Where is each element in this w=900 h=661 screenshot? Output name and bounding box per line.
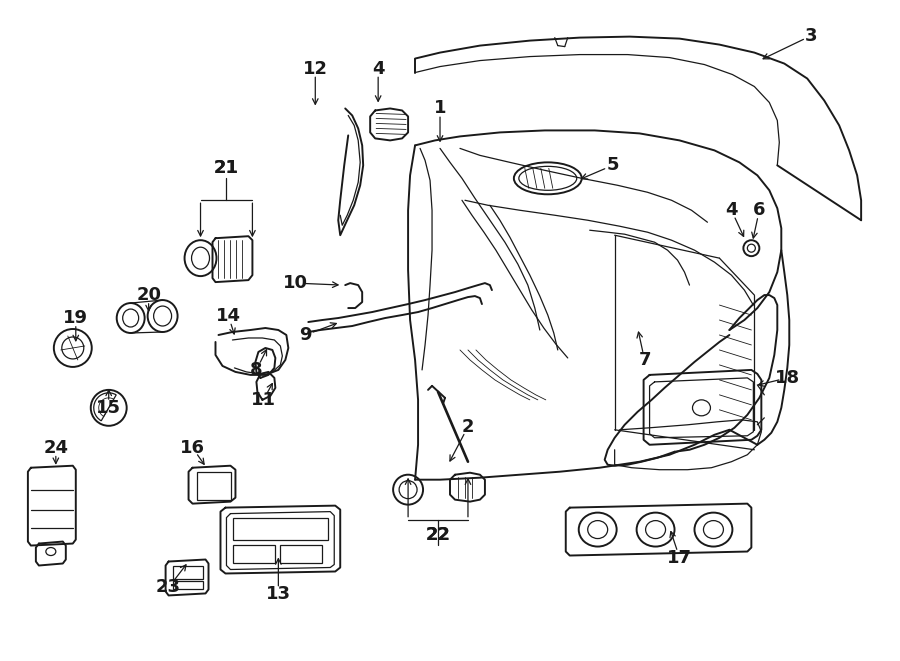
Text: 21: 21	[214, 159, 239, 177]
Text: 6: 6	[753, 201, 766, 219]
Bar	[196, 472, 231, 500]
Bar	[233, 545, 275, 563]
Text: 12: 12	[302, 59, 328, 77]
Text: 23: 23	[156, 578, 181, 596]
Text: 21: 21	[214, 159, 239, 177]
Text: 20: 20	[136, 286, 161, 304]
Text: 4: 4	[725, 201, 738, 219]
Bar	[233, 518, 328, 539]
Text: 2: 2	[462, 418, 474, 436]
Text: 22: 22	[426, 525, 451, 543]
Bar	[281, 545, 322, 563]
Text: 19: 19	[63, 309, 88, 327]
Bar	[173, 566, 202, 580]
Text: 11: 11	[251, 391, 276, 409]
Text: 9: 9	[299, 326, 311, 344]
Text: 7: 7	[638, 351, 651, 369]
Text: 17: 17	[667, 549, 692, 566]
Text: 8: 8	[250, 361, 263, 379]
Text: 14: 14	[216, 307, 241, 325]
Text: 3: 3	[805, 26, 817, 45]
Bar	[173, 582, 202, 590]
Text: 5: 5	[607, 157, 619, 175]
Text: 24: 24	[43, 439, 68, 457]
Text: 18: 18	[775, 369, 800, 387]
Text: 22: 22	[426, 525, 451, 543]
Text: 15: 15	[96, 399, 122, 417]
Text: 16: 16	[180, 439, 205, 457]
Text: 4: 4	[372, 59, 384, 77]
Text: 1: 1	[434, 99, 446, 118]
Text: 13: 13	[266, 586, 291, 603]
Text: 10: 10	[283, 274, 308, 292]
